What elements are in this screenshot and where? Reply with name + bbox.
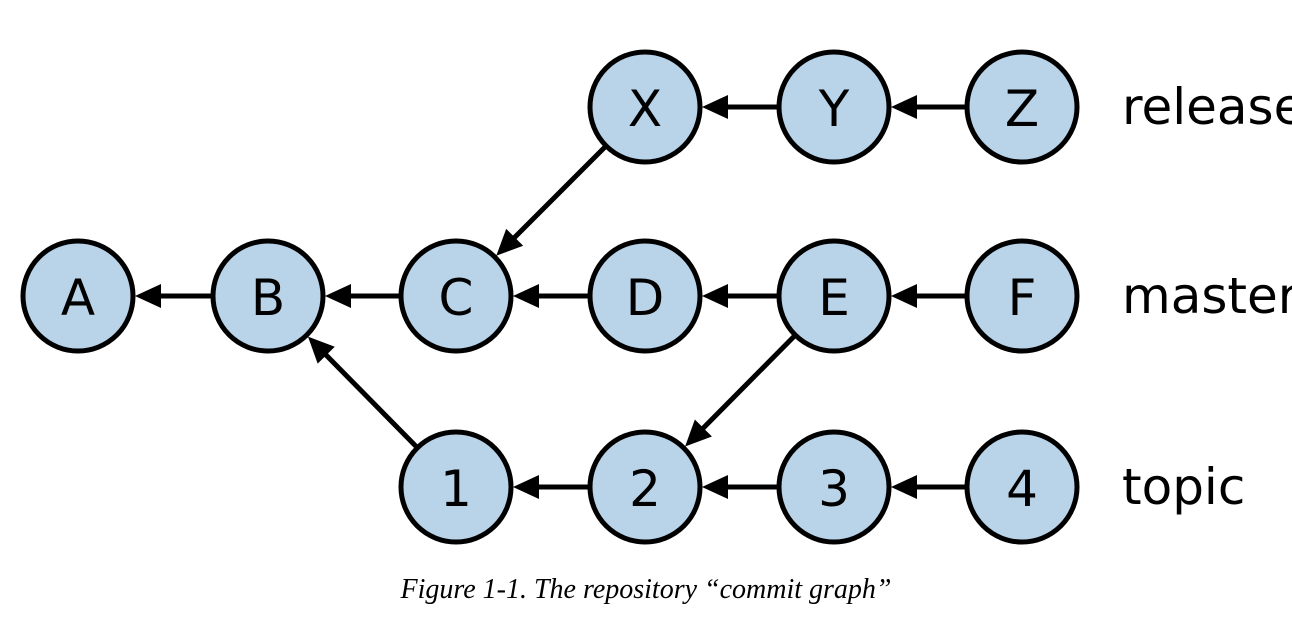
commit-node-F: F bbox=[964, 238, 1080, 354]
branch-label-release: release bbox=[1122, 78, 1292, 136]
commit-node-E: E bbox=[776, 238, 892, 354]
commit-label: F bbox=[1008, 269, 1037, 327]
commit-node-Z: Z bbox=[964, 49, 1080, 165]
commit-circle bbox=[398, 429, 514, 545]
arrowhead bbox=[685, 419, 712, 447]
commit-circle bbox=[587, 429, 703, 545]
commit-circle bbox=[587, 238, 703, 354]
figure-caption: Figure 1-1. The repository “commit graph… bbox=[0, 574, 1292, 606]
arrowhead bbox=[702, 95, 728, 119]
arrowhead bbox=[702, 475, 728, 499]
commit-circle bbox=[776, 238, 892, 354]
commit-label: 3 bbox=[818, 460, 850, 518]
commit-node-A: A bbox=[20, 238, 136, 354]
commit-node-3: 3 bbox=[776, 429, 892, 545]
arrowhead bbox=[307, 336, 335, 364]
commit-label: X bbox=[628, 80, 662, 138]
arrowhead bbox=[891, 284, 917, 308]
edge-Y-to-X bbox=[702, 95, 779, 119]
commit-node-X: X bbox=[587, 49, 703, 165]
commit-circle bbox=[776, 49, 892, 165]
commit-circle bbox=[776, 429, 892, 545]
edge-line bbox=[511, 144, 608, 241]
commit-circle bbox=[964, 238, 1080, 354]
commit-node-4: 4 bbox=[964, 429, 1080, 545]
arrowhead bbox=[513, 475, 539, 499]
commit-label: D bbox=[626, 269, 665, 327]
edge-E-to-D bbox=[702, 284, 779, 308]
commit-circle bbox=[964, 429, 1080, 545]
edge-D-to-C bbox=[513, 284, 590, 308]
edge-E-to-2 bbox=[685, 333, 798, 447]
commit-circle bbox=[210, 238, 326, 354]
commit-circle bbox=[964, 49, 1080, 165]
edge-F-to-E bbox=[891, 284, 967, 308]
commit-label: E bbox=[818, 269, 850, 327]
arrowhead bbox=[325, 284, 351, 308]
commit-circle bbox=[20, 238, 136, 354]
edge-line bbox=[323, 351, 420, 450]
commit-label: Y bbox=[818, 80, 850, 138]
arrowhead bbox=[891, 95, 917, 119]
commit-circle bbox=[398, 238, 514, 354]
edge-C-to-B bbox=[325, 284, 401, 308]
commit-node-B: B bbox=[210, 238, 326, 354]
edge-1-to-B bbox=[307, 336, 420, 450]
commit-label: 1 bbox=[440, 460, 472, 518]
edge-2-to-1 bbox=[513, 475, 590, 499]
edge-3-to-2 bbox=[702, 475, 779, 499]
figure-number: Figure 1-1. bbox=[400, 574, 527, 605]
commit-node-Y: Y bbox=[776, 49, 892, 165]
commit-circle bbox=[587, 49, 703, 165]
edge-B-to-A bbox=[135, 284, 213, 308]
commit-label: A bbox=[61, 269, 95, 327]
arrowhead bbox=[891, 475, 917, 499]
commit-graph-diagram: A B C D E F X Y Z 1 2 3 4 release master topic bbox=[20, 49, 1292, 545]
commit-label: 4 bbox=[1006, 460, 1038, 518]
nodes-layer: A B C D E F X Y Z 1 2 3 4 bbox=[20, 49, 1080, 545]
commit-label: C bbox=[439, 269, 474, 327]
figure-caption-text: The repository “commit graph” bbox=[533, 574, 892, 605]
edge-line bbox=[700, 333, 798, 432]
commit-label: B bbox=[251, 269, 285, 327]
edge-X-to-C bbox=[496, 144, 608, 256]
commit-node-D: D bbox=[587, 238, 703, 354]
arrowhead bbox=[513, 284, 539, 308]
edge-Z-to-Y bbox=[891, 95, 967, 119]
commit-node-2: 2 bbox=[587, 429, 703, 545]
branch-labels-layer: release master topic bbox=[1122, 78, 1292, 516]
commit-node-C: C bbox=[398, 238, 514, 354]
commit-label: Z bbox=[1005, 80, 1039, 138]
edge-4-to-3 bbox=[891, 475, 967, 499]
edges-layer bbox=[135, 95, 967, 499]
arrowhead bbox=[702, 284, 728, 308]
branch-label-topic: topic bbox=[1122, 458, 1245, 516]
commit-node-1: 1 bbox=[398, 429, 514, 545]
branch-label-master: master bbox=[1122, 267, 1292, 325]
commit-label: 2 bbox=[629, 460, 661, 518]
arrowhead bbox=[135, 284, 161, 308]
arrowhead bbox=[496, 228, 524, 256]
